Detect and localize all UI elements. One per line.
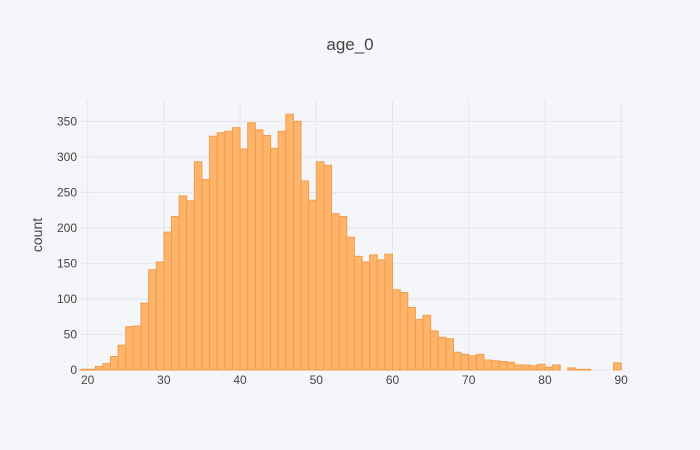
histogram-bar (117, 344, 127, 371)
y-tick-label: 50 (64, 327, 78, 341)
chart-title: age_0 (326, 35, 373, 54)
histogram-bar (338, 216, 348, 371)
tick-labels-layer: 20 30 40 50 60 70 80 90 0 50 100 150 200 250 300 350 (57, 114, 628, 387)
histogram-bar (430, 330, 439, 371)
x-tick-label: 30 (157, 373, 171, 387)
y-tick-label: 350 (57, 114, 77, 128)
histogram-bar (536, 363, 546, 371)
histogram-bar (353, 255, 363, 371)
histogram-bar (247, 122, 256, 371)
x-tick-label: 20 (81, 373, 95, 387)
histogram-bar (94, 365, 104, 371)
y-tick-label: 300 (57, 150, 77, 164)
histogram-bar (331, 213, 340, 371)
histogram-bar (163, 231, 172, 371)
histogram-bar (132, 325, 142, 371)
histogram-bar (567, 367, 576, 371)
histogram-bar (155, 261, 165, 371)
histogram-bar (102, 363, 111, 371)
x-tick-label: 60 (386, 373, 400, 387)
x-tick-label: 70 (462, 373, 476, 387)
histogram-bar (399, 292, 409, 371)
histogram-bar (422, 314, 432, 371)
histogram-bar (209, 135, 218, 371)
histogram-bar (79, 368, 89, 371)
x-tick-label: 80 (538, 373, 552, 387)
histogram-bar (376, 259, 386, 371)
histogram-bar (361, 261, 371, 371)
histogram-bar (262, 135, 272, 371)
y-tick-label: 250 (57, 185, 77, 199)
histogram-bar (186, 200, 195, 371)
histogram-bar (445, 338, 454, 371)
histogram-bar (109, 356, 119, 371)
histogram-bar (125, 326, 134, 371)
histogram-bar (613, 362, 622, 371)
histogram-bar (346, 236, 355, 371)
x-tick-label: 50 (310, 373, 324, 387)
histogram-bar (178, 195, 188, 371)
histogram-bar (491, 360, 500, 371)
y-tick-label: 0 (70, 363, 77, 377)
histogram-bar (384, 253, 394, 371)
bars-layer (79, 113, 622, 371)
histogram-bar (498, 360, 508, 371)
histogram-bar (292, 120, 302, 371)
histogram-bar (285, 113, 294, 371)
histogram-bar (300, 180, 310, 371)
histogram-bar (544, 366, 554, 371)
histogram-bar (475, 353, 485, 371)
histogram-bar (201, 179, 211, 371)
histogram-bar (254, 129, 264, 371)
histogram-bar (506, 361, 515, 371)
histogram-bar (87, 368, 96, 371)
histogram-bar (193, 161, 203, 371)
histogram-bar (315, 161, 325, 371)
histogram-bar (407, 306, 416, 371)
histogram-bar (483, 359, 493, 371)
histogram-bar (216, 132, 226, 371)
histogram-bar (369, 254, 378, 371)
histogram-bar (224, 130, 233, 371)
histogram-bar (231, 127, 241, 371)
histogram-bar (323, 164, 333, 371)
histogram-bar (277, 130, 287, 371)
histogram-bar (468, 355, 477, 371)
histogram-bar (582, 368, 592, 371)
histogram-bar (140, 302, 150, 371)
y-tick-label: 200 (57, 221, 77, 235)
histogram-bar (460, 353, 470, 371)
x-tick-label: 40 (233, 373, 247, 387)
y-tick-label: 150 (57, 256, 77, 270)
histogram-bar (270, 147, 279, 371)
histogram-bar (521, 364, 531, 371)
histogram-bar (437, 336, 447, 371)
histogram-bar (392, 289, 401, 371)
histogram-bar (170, 216, 180, 371)
histogram-bar (552, 364, 561, 371)
histogram-bar (308, 199, 317, 371)
y-axis-label: count (29, 218, 45, 252)
histogram-bar (414, 319, 424, 371)
histogram-bar (513, 364, 523, 371)
x-tick-label: 90 (615, 373, 629, 387)
histogram-bar (574, 368, 584, 371)
histogram-bar (148, 269, 157, 371)
histogram-bar (529, 365, 538, 371)
histogram-bar (452, 351, 462, 371)
y-tick-label: 100 (57, 292, 77, 306)
histogram-bar (239, 148, 249, 371)
